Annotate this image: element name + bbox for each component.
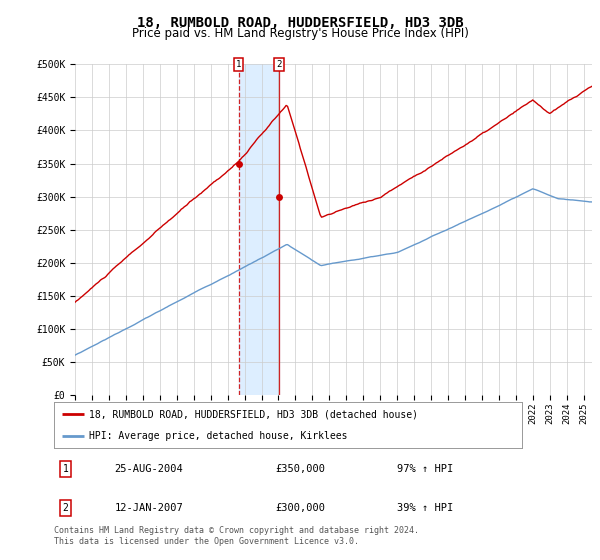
Text: £350,000: £350,000 [276, 464, 326, 474]
Text: 39% ↑ HPI: 39% ↑ HPI [397, 503, 454, 513]
Text: £300,000: £300,000 [276, 503, 326, 513]
Text: Price paid vs. HM Land Registry's House Price Index (HPI): Price paid vs. HM Land Registry's House … [131, 27, 469, 40]
Text: 2: 2 [62, 503, 68, 513]
Text: 12-JAN-2007: 12-JAN-2007 [115, 503, 184, 513]
Text: 1: 1 [62, 464, 68, 474]
Bar [239, 64, 279, 395]
Text: 18, RUMBOLD ROAD, HUDDERSFIELD, HD3 3DB: 18, RUMBOLD ROAD, HUDDERSFIELD, HD3 3DB [137, 16, 463, 30]
Text: 25-AUG-2004: 25-AUG-2004 [115, 464, 184, 474]
Text: 18, RUMBOLD ROAD, HUDDERSFIELD, HD3 3DB (detached house): 18, RUMBOLD ROAD, HUDDERSFIELD, HD3 3DB … [89, 409, 418, 419]
Text: 1: 1 [236, 60, 241, 69]
Text: 97% ↑ HPI: 97% ↑ HPI [397, 464, 454, 474]
Text: HPI: Average price, detached house, Kirklees: HPI: Average price, detached house, Kirk… [89, 431, 347, 441]
Text: Contains HM Land Registry data © Crown copyright and database right 2024.
This d: Contains HM Land Registry data © Crown c… [54, 526, 419, 546]
Text: 2: 2 [277, 60, 282, 69]
